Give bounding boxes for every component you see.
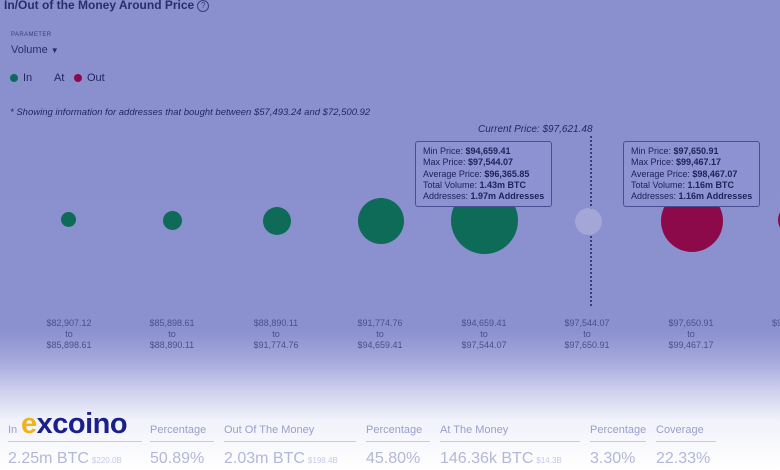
tooltip-row: Average Price: $98,467.07 (631, 168, 738, 179)
tooltip-row: Max Price: $99,467.17 (631, 157, 722, 168)
summary-header: At The Money (440, 424, 509, 436)
summary-value-out: 2.03m BTC $198.4B (224, 450, 338, 467)
bubble-2[interactable] (163, 211, 182, 230)
x-tick-label: $91,774.76 to $94,659.41 (357, 318, 403, 350)
summary-divider (590, 441, 646, 442)
tooltip-row: Total Volume: 1.43m BTC (423, 179, 527, 190)
range-note: * Showing information for addresses that… (10, 107, 371, 118)
summary-header: Percentage (590, 424, 647, 436)
current-price-label: Current Price: $97,621.48 (478, 124, 593, 135)
x-tick-label: $9 (772, 318, 780, 328)
summary-header: Percentage (150, 424, 207, 436)
chevron-down-icon: ▼ (50, 46, 59, 55)
legend-label-in: In (23, 72, 33, 84)
x-tick-label: $97,544.07 to $97,650.91 (564, 318, 610, 350)
summary-header: Coverage (656, 424, 704, 436)
bubble-8[interactable] (778, 205, 780, 235)
tooltip-row: Max Price: $97,544.07 (423, 157, 514, 168)
tooltip-in-bucket: Min Price: $94,659.41 Max Price: $97,544… (415, 141, 553, 208)
bubble-3[interactable] (263, 207, 291, 235)
tooltip-row: Min Price: $97,650.91 (631, 146, 719, 156)
tooltip-row: Average Price: $96,365.85 (423, 168, 530, 179)
summary-divider (440, 441, 580, 442)
tooltip-out-bucket: Min Price: $97,650.91 Max Price: $99,467… (623, 141, 761, 208)
legend-dot-out (74, 74, 82, 82)
legend-label-at: At (54, 72, 65, 84)
excoino-logo: excoino (21, 408, 128, 441)
summary-value-in: 2.25m BTC $220.0B (8, 450, 122, 467)
parameter-dropdown[interactable]: Volume ▼ (11, 44, 59, 56)
bubble-1[interactable] (61, 212, 76, 227)
x-tick-label: $82,907.12 to $85,898.61 (46, 318, 92, 350)
x-tick-label: $97,650.91 to $99,467.17 (668, 318, 714, 350)
logo-prefix: e (21, 408, 37, 440)
summary-header: Out Of The Money (224, 424, 315, 436)
summary-value-at: 146.36k BTC $14.3B (440, 450, 562, 467)
legend-label-out: Out (87, 72, 105, 84)
parameter-value: Volume (11, 44, 48, 56)
summary-value-out-pct: 45.80% (366, 450, 421, 467)
x-tick-label: $88,890.11 to $91,774.76 (253, 318, 299, 350)
summary-value-at-pct: 3.30% (590, 450, 636, 467)
summary-divider (366, 441, 430, 442)
tooltip-row: Min Price: $94,659.41 (423, 146, 511, 156)
summary-divider (224, 441, 356, 442)
x-tick-label: $85,898.61 to $88,890.11 (149, 318, 195, 350)
bubble-6[interactable] (575, 208, 602, 235)
summary-header: Percentage (366, 424, 423, 436)
x-tick-label: $94,659.41 to $97,544.07 (461, 318, 507, 350)
parameter-label: PARAMETER (11, 32, 52, 38)
summary-divider (150, 441, 214, 442)
bubble-4[interactable] (358, 198, 404, 244)
legend-dot-at (39, 74, 47, 82)
legend-item-out[interactable]: Out (74, 72, 105, 84)
summary-header: In (8, 424, 18, 436)
summary-divider (8, 441, 142, 442)
tooltip-row: Addresses: 1.97m Addresses (423, 191, 545, 202)
legend-item-in[interactable]: In (10, 72, 32, 84)
tooltip-row: Total Volume: 1.16m BTC (631, 179, 735, 190)
legend-dot-in (10, 74, 18, 82)
summary-value-in-pct: 50.89% (150, 450, 205, 467)
question-circle-icon[interactable]: ? (197, 0, 210, 12)
tooltip-row: Addresses: 1.16m Addresses (631, 191, 753, 202)
chart-title-text: In/Out of the Money Around Price (4, 0, 195, 12)
logo-rest: xcoino (36, 408, 128, 440)
legend-item-at[interactable]: At (39, 72, 64, 84)
chart-title: In/Out of the Money Around Price? (4, 0, 210, 12)
summary-value-coverage: 22.33% (656, 450, 711, 467)
summary-divider (656, 441, 716, 442)
